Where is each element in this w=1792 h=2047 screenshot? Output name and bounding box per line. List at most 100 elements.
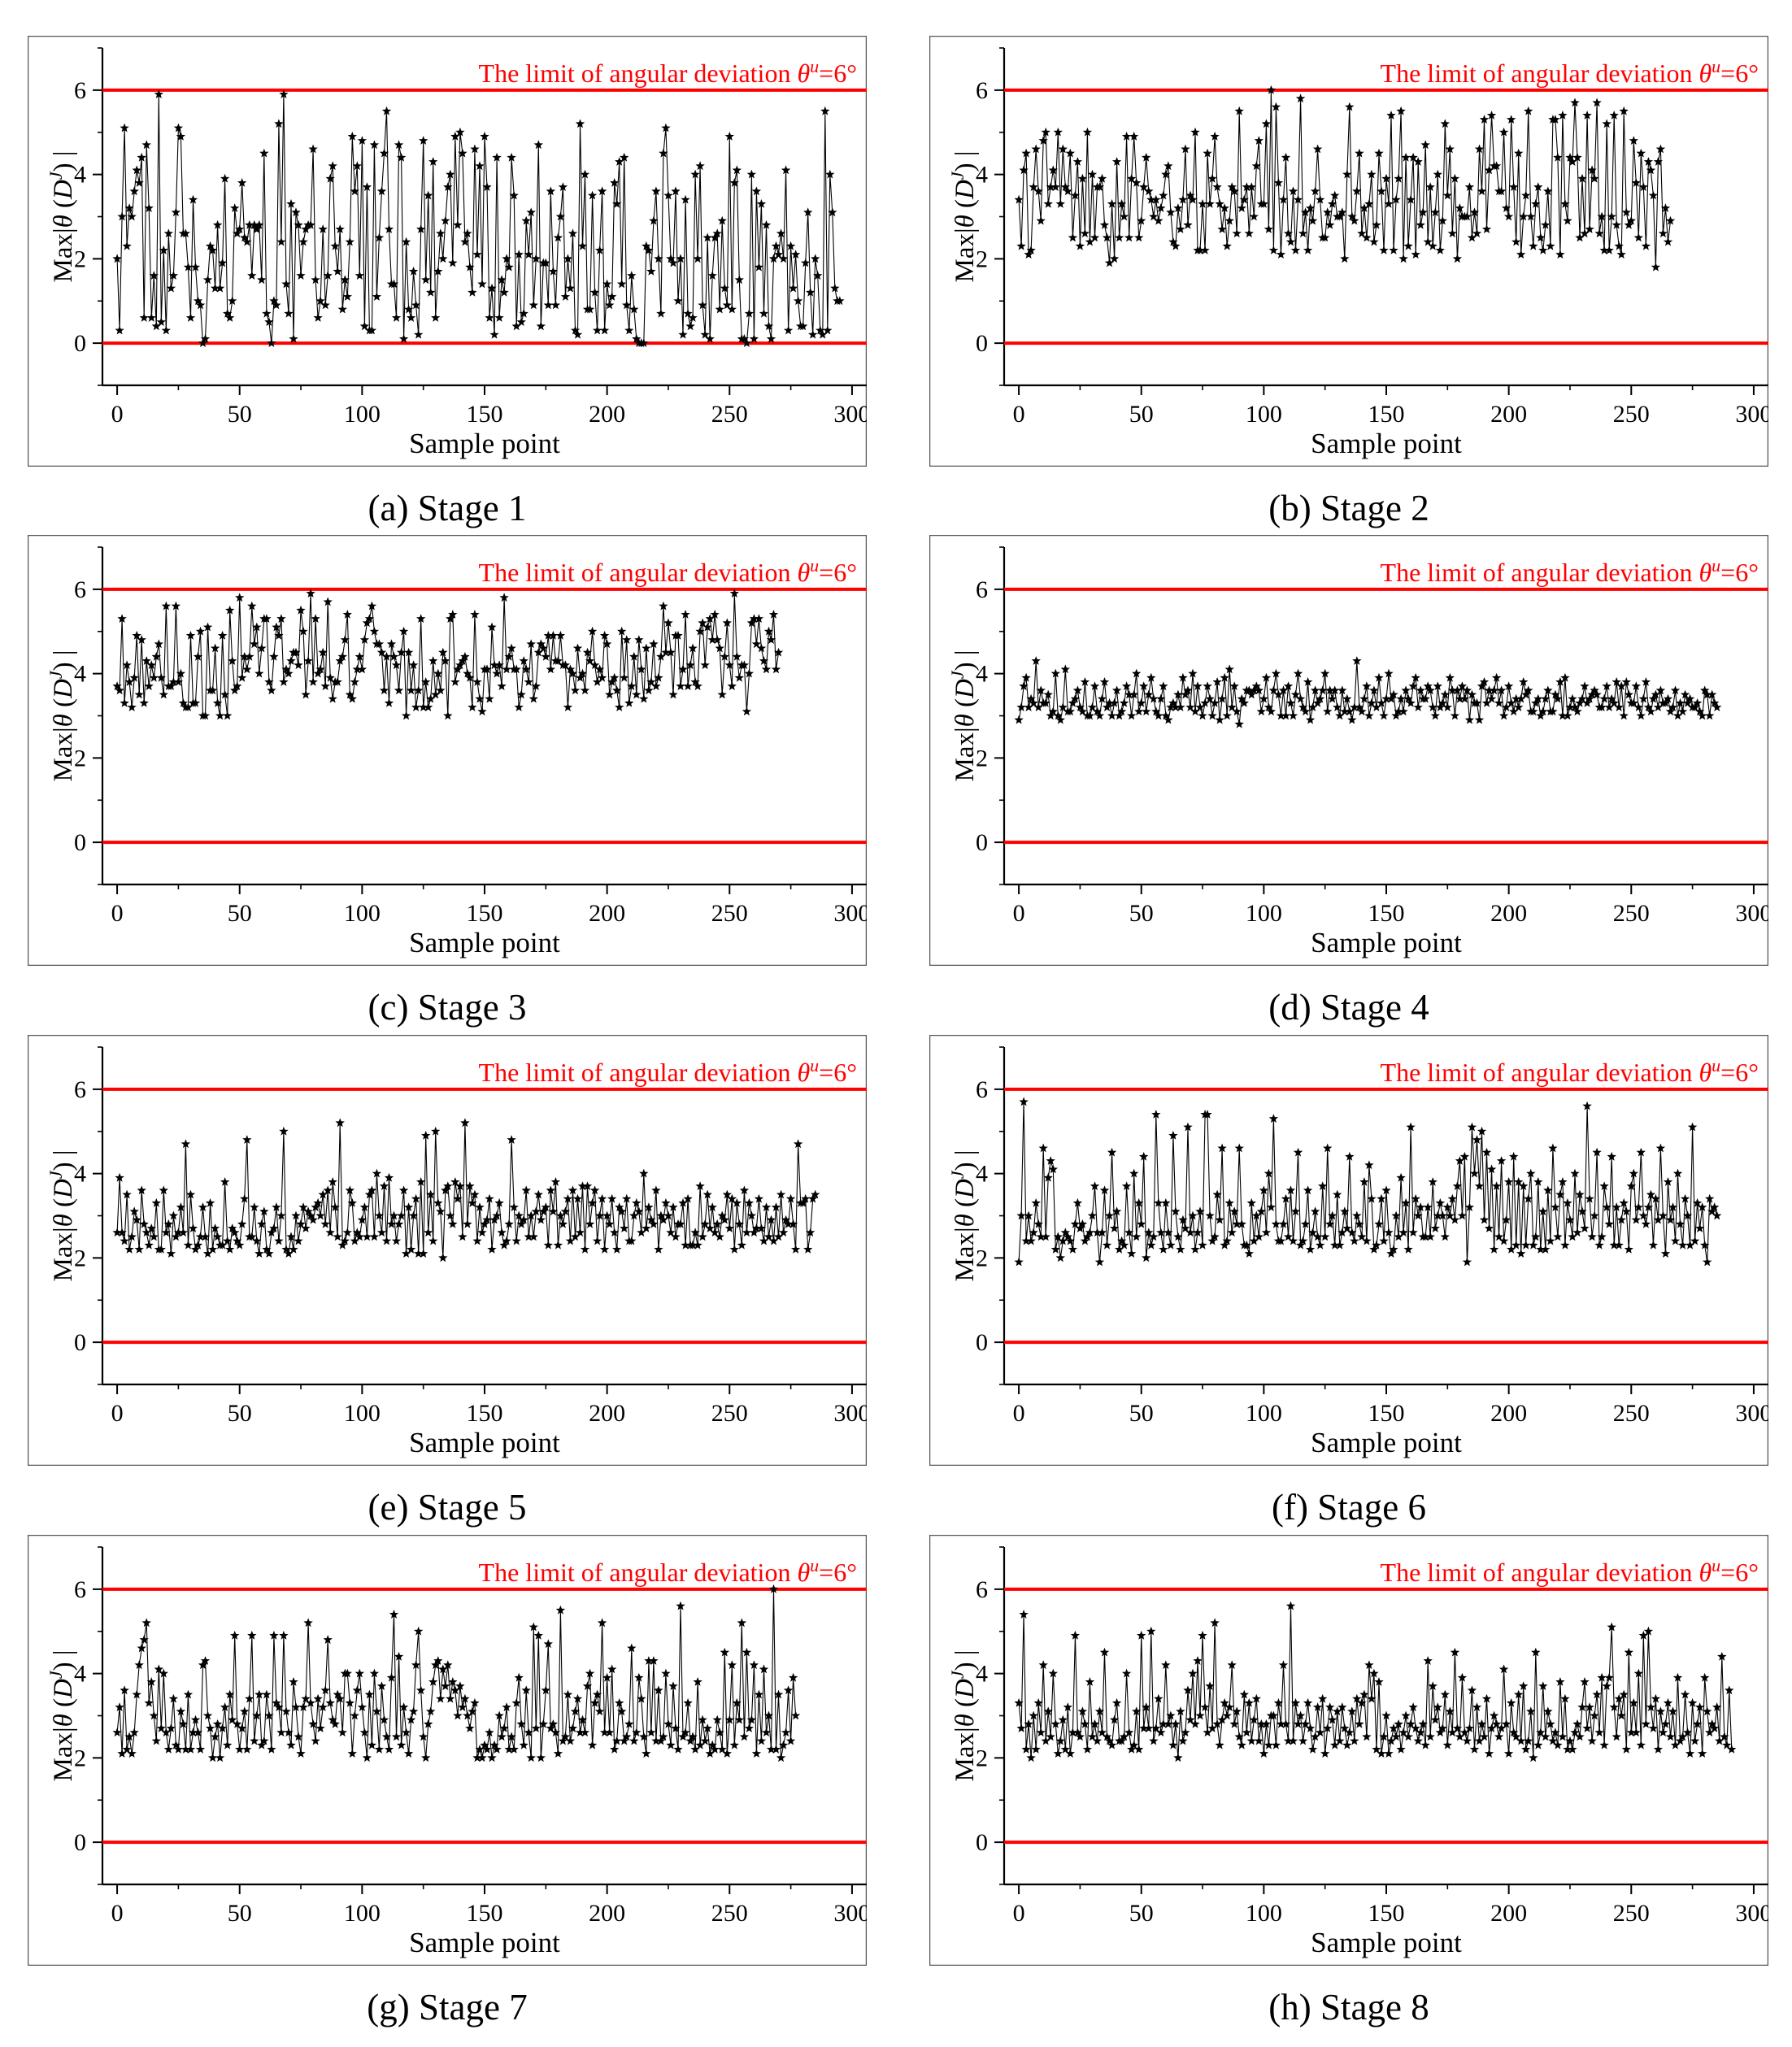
data-point [1433, 1210, 1442, 1220]
data-point [308, 677, 318, 686]
data-point [521, 664, 531, 674]
data-point [553, 1749, 563, 1758]
data-point [816, 325, 825, 335]
data-point [808, 329, 818, 339]
data-point [1328, 1210, 1337, 1220]
data-point [712, 228, 722, 238]
y-tick-label: 2 [976, 246, 988, 272]
data-point [1055, 198, 1065, 208]
data-point [284, 668, 294, 678]
data-point [1173, 689, 1183, 699]
data-point [1489, 1710, 1499, 1720]
data-point [1063, 1232, 1072, 1241]
data-point [151, 1197, 161, 1207]
data-point [1271, 1219, 1281, 1228]
data-point [489, 1740, 499, 1749]
data-point [1362, 1236, 1372, 1245]
data-point [788, 283, 798, 293]
data-point [1707, 689, 1717, 699]
data-point [533, 1630, 543, 1640]
data-point [448, 258, 458, 267]
data-point [1462, 1257, 1472, 1267]
data-point [347, 693, 357, 703]
data-point [181, 228, 191, 238]
data-point [1386, 111, 1396, 120]
data-point [624, 325, 634, 335]
data-point [468, 1197, 477, 1207]
data-point [568, 1185, 578, 1195]
data-point [475, 693, 485, 703]
data-point [756, 198, 767, 208]
data-point [1288, 711, 1298, 720]
data-point [610, 1745, 620, 1754]
data-point [599, 1245, 610, 1254]
limit-label: The limit of angular deviation θu=6° [1381, 1555, 1759, 1587]
x-tick-label: 50 [228, 1900, 252, 1927]
data-point [793, 296, 803, 306]
data-point [1677, 1240, 1688, 1249]
data-point [1489, 685, 1499, 695]
data-point [763, 1710, 774, 1720]
data-point [499, 1723, 509, 1732]
data-point [450, 677, 460, 686]
data-point [465, 672, 475, 682]
data-point [594, 246, 605, 254]
data-point [656, 1736, 666, 1745]
data-point [1050, 182, 1060, 191]
data-point [1398, 1728, 1408, 1737]
data-point [661, 123, 671, 133]
data-point [1359, 203, 1369, 212]
data-point [1398, 706, 1408, 716]
data-point [1668, 1202, 1678, 1211]
data-point [1529, 1753, 1538, 1762]
data-point [1082, 1745, 1093, 1754]
data-point [1541, 1732, 1551, 1741]
data-point [1435, 702, 1445, 711]
data-point [1190, 1245, 1200, 1254]
y-tick-label: 2 [976, 1245, 988, 1271]
x-tick-label: 0 [111, 900, 124, 927]
data-point [357, 1702, 368, 1711]
x-tick-label: 0 [111, 1900, 124, 1927]
data-point [511, 321, 521, 331]
data-point [1055, 1253, 1065, 1263]
data-point [112, 254, 122, 263]
data-point [1159, 1719, 1168, 1728]
data-point [1259, 198, 1269, 208]
data-point [279, 677, 289, 686]
data-point [156, 1723, 166, 1732]
data-point [129, 186, 139, 196]
data-point [1486, 111, 1497, 120]
data-point [668, 1202, 678, 1211]
data-point [1075, 1732, 1085, 1741]
data-point [705, 333, 715, 343]
data-point [558, 182, 568, 191]
data-point [1514, 1177, 1524, 1186]
data-point [156, 1245, 166, 1254]
data-point [516, 317, 526, 326]
data-point [555, 630, 566, 640]
data-point [1026, 1236, 1036, 1245]
data-point [565, 283, 576, 293]
data-point [1144, 186, 1154, 196]
data-point [1181, 144, 1190, 154]
data-point [582, 1681, 593, 1690]
data-point [364, 1189, 375, 1199]
data-point [1183, 1122, 1193, 1132]
data-point [487, 1245, 497, 1254]
data-point [656, 651, 666, 661]
data-point [1638, 182, 1649, 191]
data-point [1312, 698, 1323, 707]
data-point [1300, 207, 1311, 217]
data-point [294, 219, 303, 229]
y-tick-label: 0 [74, 330, 86, 357]
data-point [190, 698, 201, 707]
data-point [1139, 1151, 1149, 1161]
data-point [1543, 186, 1553, 196]
data-point [1565, 1736, 1575, 1745]
series-markers [1014, 1601, 1737, 1762]
data-point [124, 677, 134, 686]
data-point [1694, 706, 1705, 716]
data-point [354, 1668, 365, 1678]
data-point [1509, 1728, 1519, 1737]
